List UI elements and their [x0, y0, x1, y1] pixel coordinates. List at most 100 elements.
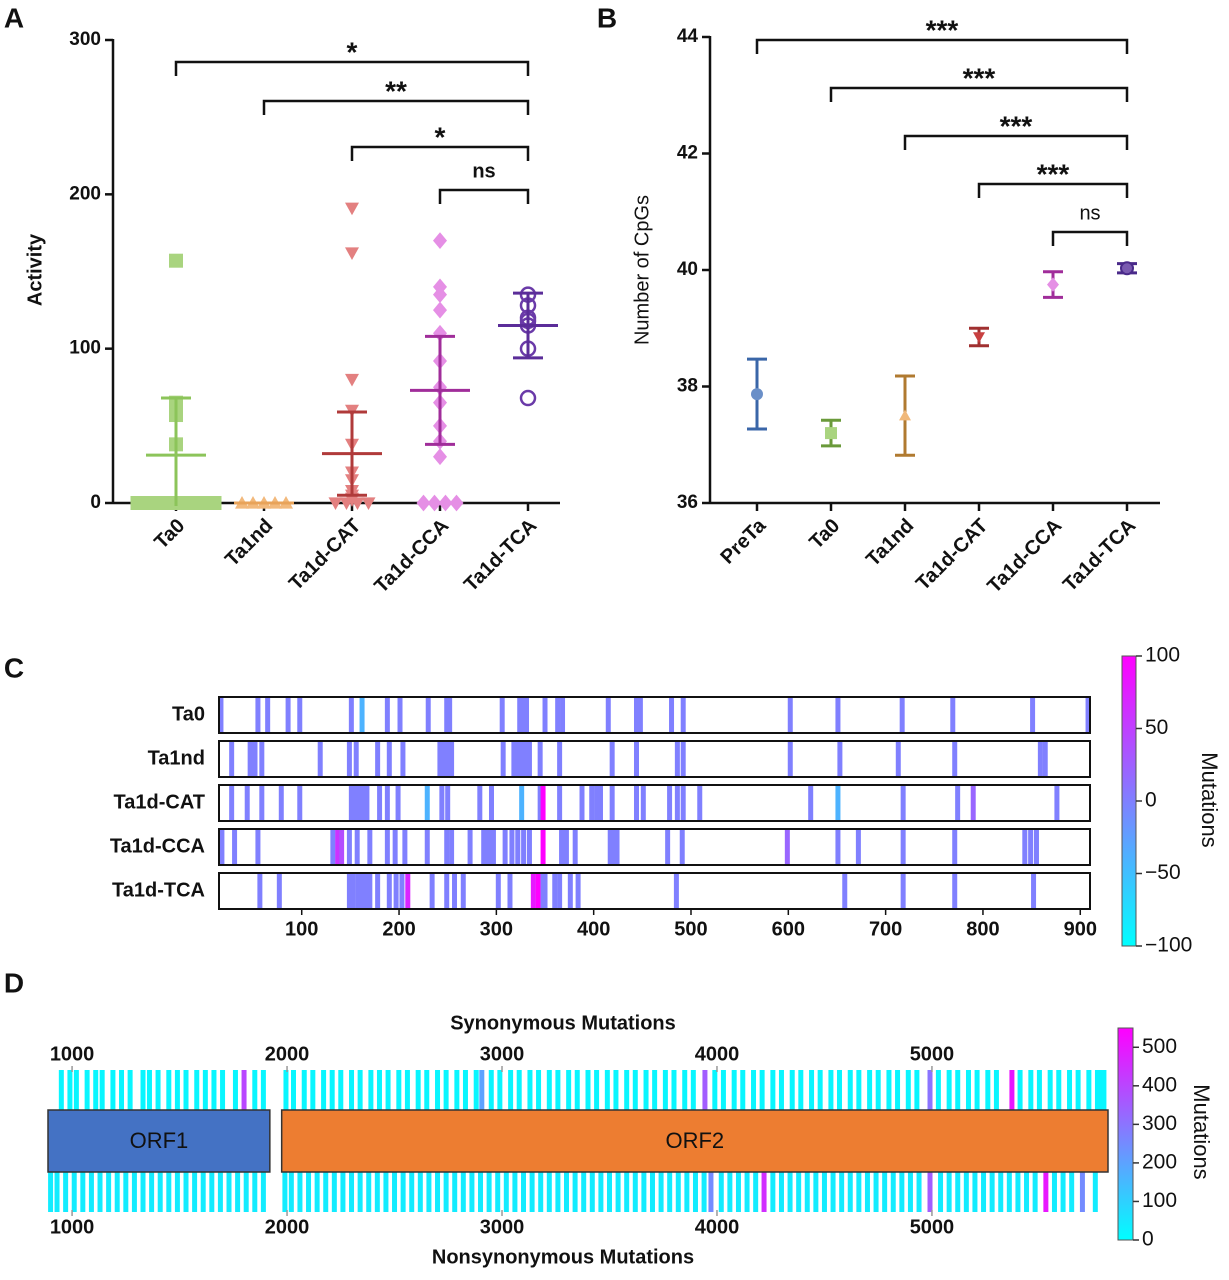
mutation-line: [671, 1070, 677, 1110]
mutation-line: [615, 1172, 621, 1212]
mutation-line: [632, 1172, 638, 1212]
x-tick-label: 300: [480, 918, 513, 940]
mutation-line: [67, 1070, 73, 1110]
mutation-line: [1085, 698, 1091, 732]
mutation-line: [386, 742, 392, 776]
mutation-line: [462, 1070, 468, 1110]
mutation-line: [633, 698, 639, 732]
mutation-line: [563, 830, 569, 864]
mutation-line: [444, 830, 450, 864]
mutation-line: [444, 874, 450, 908]
mutation-line: [624, 1172, 630, 1212]
mutation-line: [720, 1070, 726, 1110]
mutation-line: [350, 874, 356, 908]
y-tick-label: 42: [677, 143, 698, 164]
mutation-line: [440, 742, 446, 776]
mutation-line: [435, 1070, 441, 1110]
mutation-line: [537, 786, 543, 820]
x-tick-label: PreTa: [716, 514, 770, 568]
mutation-line: [974, 1070, 980, 1110]
mutation-line: [357, 1172, 363, 1212]
mutation-line: [598, 1172, 604, 1212]
mutation-line: [575, 874, 581, 908]
y-tick-label: 44: [677, 26, 699, 47]
colorbar-tick-label: 300: [1142, 1112, 1177, 1135]
mutation-line: [1033, 830, 1039, 864]
mutation-line: [1069, 1172, 1075, 1212]
mutation-line: [443, 742, 449, 776]
mutation-line: [744, 1172, 750, 1212]
mutation-line: [1028, 1070, 1034, 1110]
mutation-line: [778, 1172, 784, 1212]
strip-background: [219, 741, 1090, 777]
mutation-line: [1047, 1070, 1053, 1110]
mutation-line: [48, 1172, 54, 1212]
mutation-line: [446, 742, 452, 776]
mutation-line: [899, 698, 905, 732]
point: [825, 427, 837, 440]
mutation-line: [317, 742, 323, 776]
mutation-line: [614, 830, 620, 864]
point: [339, 497, 354, 510]
colorbar-tick-label: 0: [1145, 789, 1157, 812]
mutation-line: [396, 1070, 402, 1110]
x-tick-label: 5000: [910, 1216, 955, 1238]
mutation-line: [1028, 830, 1034, 864]
mutation-line: [938, 1172, 944, 1212]
mutation-line: [535, 874, 541, 908]
mutation-line: [895, 742, 901, 776]
mutation-line: [574, 1070, 580, 1110]
mutation-line: [276, 874, 282, 908]
mutation-line: [229, 786, 235, 820]
point: [174, 496, 189, 510]
mutation-line: [260, 1172, 266, 1212]
row-label: Ta1d-CCA: [110, 835, 205, 857]
mutation-line: [402, 830, 408, 864]
mutation-line: [340, 1172, 346, 1212]
x-tick-label: 100: [285, 918, 318, 940]
mutation-line: [633, 786, 639, 820]
mutation-line: [460, 1172, 466, 1212]
mutation-line: [899, 1172, 905, 1212]
mutation-line: [526, 742, 532, 776]
mutation-line: [405, 874, 411, 908]
mutation-line: [479, 1070, 485, 1110]
point: [433, 324, 447, 342]
mutation-line: [837, 1070, 843, 1110]
mutation-line: [449, 830, 455, 864]
mutation-line: [567, 874, 573, 908]
mutation-line: [469, 1172, 475, 1212]
mutation-line: [965, 1070, 971, 1110]
mutation-line: [508, 1070, 514, 1110]
mutation-line: [503, 1172, 509, 1212]
mutation-line: [495, 874, 501, 908]
point: [433, 301, 447, 319]
mutation-line: [106, 1172, 112, 1212]
mutation-line: [511, 742, 517, 776]
mutation-line: [1043, 1172, 1049, 1212]
mutation-line: [552, 874, 558, 908]
mutation-line: [1015, 1172, 1021, 1212]
colorbar-tick-label: 400: [1142, 1073, 1177, 1096]
mutation-line: [680, 786, 686, 820]
mutation-line: [351, 786, 357, 820]
mutation-line: [613, 1070, 619, 1110]
x-tick-label: Ta1d-CAT: [912, 515, 992, 595]
mutation-line: [515, 830, 521, 864]
mutation-line: [692, 1172, 698, 1212]
point: [1047, 277, 1059, 292]
mutation-line: [708, 1172, 714, 1212]
mutation-line: [900, 830, 906, 864]
mutation-line: [955, 1070, 961, 1110]
mutation-line: [751, 1070, 757, 1110]
orf-region: [280, 1109, 1109, 1173]
significance-label: **: [385, 75, 407, 106]
mutation-line: [927, 1172, 933, 1212]
mutation-line: [424, 1070, 430, 1110]
mutation-line: [770, 1172, 776, 1212]
mutation-line: [963, 1172, 969, 1212]
mutation-line: [306, 1172, 312, 1212]
significance-label: ns: [1079, 202, 1100, 224]
mutation-line: [809, 1070, 815, 1110]
mutation-line: [384, 830, 390, 864]
